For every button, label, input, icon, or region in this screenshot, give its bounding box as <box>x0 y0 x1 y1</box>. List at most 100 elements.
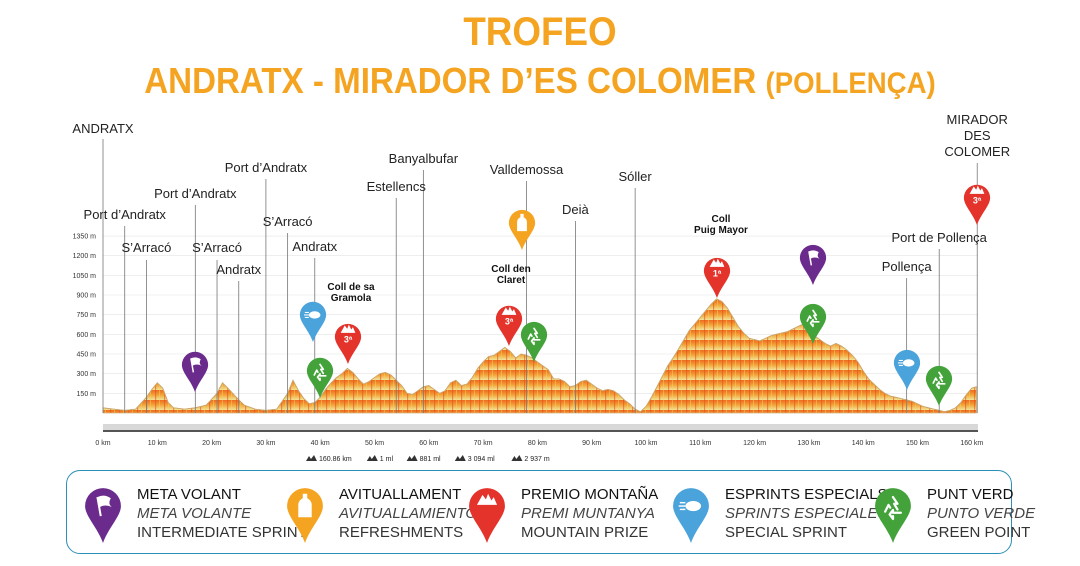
esprint-marker <box>673 488 709 543</box>
place-label: Port d’Andratx <box>225 160 308 175</box>
title-line-2: ANDRATX - MIRADOR D’ES COLOMER (POLLENÇA… <box>43 60 1037 102</box>
flag-icon-cloth <box>190 357 202 366</box>
climb-label-line: Coll <box>712 214 731 225</box>
place-label: S’Arracó <box>263 214 313 229</box>
place-label: Andratx <box>216 262 261 277</box>
flag-icon-pole <box>190 358 195 373</box>
punt_verd-marker <box>520 321 548 362</box>
category-label: 3ª <box>344 335 353 345</box>
y-tick-label: 1050 m <box>73 273 97 280</box>
place-label: Port d’Andratx <box>154 186 237 201</box>
mountain-icon <box>969 185 985 194</box>
stat-value: 1 ml <box>380 456 394 463</box>
recycle-icon <box>875 488 911 543</box>
stat-value: 160.86 km <box>319 456 352 463</box>
recycle-icon <box>527 327 541 346</box>
climb-label: Coll Puig Mayor <box>694 214 748 236</box>
recycle-icon <box>806 309 820 328</box>
legend-l1: AVITUALLAMENT <box>339 486 462 503</box>
y-tick-label: 600 m <box>77 332 97 339</box>
x-tick-label: 50 km <box>365 440 384 447</box>
category-label: 1ª <box>713 269 722 279</box>
place-label: Andratx <box>292 239 337 254</box>
category-label: 3ª <box>505 317 514 327</box>
bottle-icon <box>298 493 312 518</box>
x-tick-label: 70 km <box>474 440 493 447</box>
stat-value: 881 ml <box>420 456 441 463</box>
legend-l3: REFRESHMENTS <box>339 524 464 541</box>
recycle-icon <box>313 363 327 382</box>
place-label: MIRADOR DES COLOMER <box>944 112 1010 159</box>
flag-icon-pole <box>96 496 102 517</box>
legend-l3: INTERMEDIATE SPRINT <box>137 524 307 541</box>
mountain-mini-icon <box>454 455 466 461</box>
place-labels: ANDRATX Port d’Andratx S’Arracó Port d’Andr… <box>72 112 1010 277</box>
muntanya-marker: 3ª <box>334 323 362 364</box>
esprint-pin <box>299 301 327 342</box>
mountain-mini-icon <box>511 455 523 461</box>
esprint-pin <box>673 488 709 543</box>
x-tick-label: 110 km <box>689 440 712 447</box>
speed-icon <box>673 488 709 543</box>
muntanya-pin <box>963 184 991 225</box>
legend-l1: PREMIO MONTAÑA <box>521 486 659 503</box>
muntanya-pin <box>469 488 505 543</box>
route-markers: 3ª 3ª 1ª 3ª <box>181 184 991 406</box>
x-tick-label: 130 km <box>797 440 820 447</box>
avituallament-marker <box>287 488 323 543</box>
flag-icon-cloth <box>97 495 112 508</box>
place-label-line: MIRADOR <box>947 112 1008 127</box>
punt_verd-marker <box>875 488 911 543</box>
mountain-mini-icon <box>406 455 418 461</box>
muntanya-marker: 3ª <box>963 184 991 225</box>
flag-icon-pole <box>808 251 813 266</box>
place-label: Pollença <box>882 259 933 274</box>
climb-labels: Coll de sa Gramola Coll den Claret Coll Puig … <box>327 214 748 304</box>
legend-text: AVITUALLAMENT AVITUALLAMIENTO REFRESHMENTS <box>339 485 477 542</box>
profile-fill <box>102 298 977 414</box>
mountain-mini-icon <box>366 455 378 461</box>
x-tick-label: 10 km <box>148 440 167 447</box>
mountain-mini-icon <box>306 455 317 461</box>
place-label: Sóller <box>619 169 653 184</box>
muntanya-pin <box>703 257 731 298</box>
muntanya-marker: 3ª <box>495 305 523 346</box>
x-tick-label: 30 km <box>256 440 275 447</box>
legend-l2: META VOLANTE <box>137 505 252 522</box>
climb-label-line: Claret <box>497 275 526 286</box>
y-tick-label: 1350 m <box>73 234 97 241</box>
axis-bar-dark <box>103 430 978 432</box>
bottle-icon <box>517 213 527 232</box>
climb-label: Coll de sa Gramola <box>327 282 375 304</box>
speed-icon <box>902 359 915 367</box>
legend-l3: MOUNTAIN PRIZE <box>521 524 649 541</box>
climb-label-line: Coll de sa <box>327 282 375 293</box>
x-tick-label: 160 km <box>960 440 983 447</box>
stat-value: 2 937 m <box>524 456 549 463</box>
recycle-icon <box>932 371 946 390</box>
place-label: Banyalbufar <box>389 151 459 166</box>
bottle-icon <box>287 488 323 543</box>
place-label: Estellencs <box>367 179 427 194</box>
esprint-marker <box>299 301 327 342</box>
flag-icon-cloth <box>808 250 820 259</box>
mountain-icon <box>501 306 517 315</box>
legend-box: META VOLANT META VOLANTE INTERMEDIATE SPRI… <box>66 470 1035 554</box>
y-tick-label: 1200 m <box>73 253 97 260</box>
axis-bar-light <box>103 424 978 430</box>
legend-l2: PREMI MUNTANYA <box>521 505 655 522</box>
place-label: S’Arracó <box>122 240 172 255</box>
place-label: Deià <box>562 202 590 217</box>
legend-text: META VOLANT META VOLANTE INTERMEDIATE SPRI… <box>137 485 307 542</box>
x-tick-label: 140 km <box>852 440 875 447</box>
y-tick-label: 300 m <box>77 371 97 378</box>
legend-l2: SPRINTS ESPECIALES <box>725 505 888 522</box>
esprint-pin <box>893 349 921 390</box>
stat-value: 3 094 ml <box>468 456 495 463</box>
meta_volant-pin <box>85 488 121 543</box>
legend-l1: PUNT VERD <box>927 486 1014 503</box>
x-tick-label: 80 km <box>528 440 547 447</box>
title-parenthetical: (POLLENÇA) <box>765 67 936 100</box>
legend-l3: GREEN POINT <box>927 524 1031 541</box>
legend-l1: META VOLANT <box>137 486 241 503</box>
